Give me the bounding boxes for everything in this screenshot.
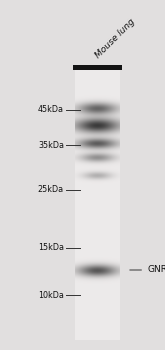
Text: 25kDa: 25kDa — [38, 186, 64, 195]
Text: 10kDa: 10kDa — [38, 290, 64, 300]
Text: 35kDa: 35kDa — [38, 140, 64, 149]
Text: GNRH1: GNRH1 — [130, 266, 165, 274]
Text: 15kDa: 15kDa — [38, 244, 64, 252]
Text: Mouse lung: Mouse lung — [94, 17, 137, 60]
Text: 45kDa: 45kDa — [38, 105, 64, 114]
